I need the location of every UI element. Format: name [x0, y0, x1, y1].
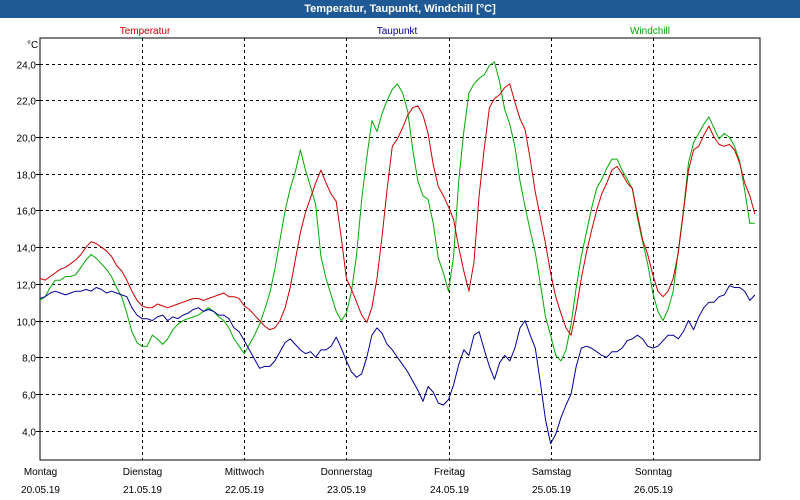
series-line-temperatur — [39, 83, 756, 336]
y-tick-label: 20,0 — [17, 134, 37, 145]
plot-border — [39, 37, 761, 461]
chart-area: 4,0 6,0 8,0 10,0 12,0 14,0 16,0 18,0 20,0 22,0 24,… — [17, 26, 761, 496]
x-tick-date: 21.05.19 — [123, 485, 162, 496]
grid-lines — [40, 38, 760, 460]
x-tick-date: 26.05.19 — [634, 485, 673, 496]
y-tick-label: 12,0 — [17, 281, 37, 292]
x-tick-weekday: Freitag — [434, 467, 465, 478]
x-tick-date: 24.05.19 — [430, 485, 469, 496]
y-tick-label: 10,0 — [17, 318, 37, 329]
x-tick-weekday: Samstag — [532, 467, 571, 478]
y-tick-label: 16,0 — [17, 207, 37, 218]
series-lines — [39, 61, 756, 444]
y-tick-label: 6,0 — [22, 391, 36, 402]
plot-frame — [39, 37, 761, 461]
legend: Temperatur Taupunkt Windchill — [120, 26, 670, 37]
x-tick-date: 23.05.19 — [327, 485, 366, 496]
x-tick-date: 22.05.19 — [225, 485, 264, 496]
legend-windchill: Windchill — [630, 26, 670, 37]
x-tick-date: 25.05.19 — [532, 485, 571, 496]
legend-taupunkt: Taupunkt — [377, 26, 418, 37]
y-axis-label: °C — [27, 40, 38, 51]
y-tick-label: 14,0 — [17, 244, 37, 255]
y-tick-label: 18,0 — [17, 171, 37, 182]
x-tick-weekday: Dienstag — [123, 467, 162, 478]
chart-title: Temperatur, Taupunkt, Windchill [°C] — [0, 0, 800, 18]
y-tick-label: 24,0 — [17, 61, 37, 72]
x-tick-weekday: Mittwoch — [225, 467, 264, 478]
y-axis: 4,0 6,0 8,0 10,0 12,0 14,0 16,0 18,0 20,0 22,0 24,… — [17, 40, 40, 439]
x-tick-weekday: Donnerstag — [321, 467, 373, 478]
y-tick-label: 4,0 — [22, 428, 36, 439]
x-tick-weekday: Montag — [24, 467, 57, 478]
y-tick-label: 8,0 — [22, 354, 36, 365]
x-tick-date: 20.05.19 — [21, 485, 60, 496]
legend-temperatur: Temperatur — [120, 26, 171, 37]
x-tick-weekday: Sonntag — [635, 467, 672, 478]
y-tick-label: 22,0 — [17, 97, 37, 108]
x-axis: Montag 20.05.19 Dienstag 21.05.19 Mittwoch 22… — [21, 467, 673, 496]
series-line-taupunkt — [39, 285, 756, 444]
